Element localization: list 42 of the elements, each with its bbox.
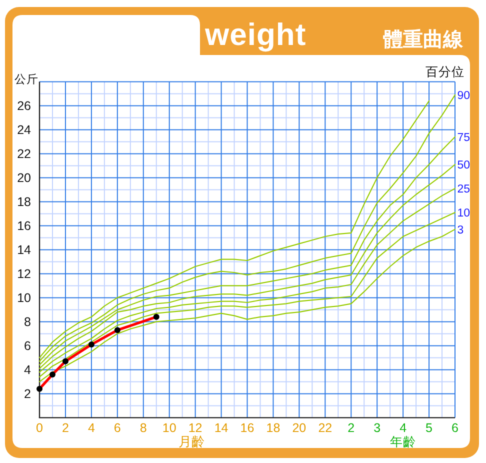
ylabel: 公斤 bbox=[14, 74, 38, 86]
y-tick: 18 bbox=[17, 195, 31, 210]
x-tick: 4 bbox=[88, 421, 95, 435]
x-tick: 4 bbox=[400, 421, 407, 435]
subtitle: 體重曲線 bbox=[383, 29, 463, 51]
x-tick: 6 bbox=[114, 421, 121, 435]
x-tick: 0 bbox=[36, 421, 43, 435]
y-tick: 16 bbox=[17, 219, 31, 234]
y-tick: 4 bbox=[24, 363, 31, 378]
x-tick: 3 bbox=[374, 421, 381, 435]
xlabel: 月齡 bbox=[178, 434, 204, 449]
x-tick: 16 bbox=[240, 421, 254, 435]
series-label: 50 bbox=[457, 160, 470, 172]
x-tick: 2 bbox=[62, 421, 69, 435]
y-tick: 10 bbox=[17, 291, 31, 306]
y-tick: 20 bbox=[17, 171, 31, 186]
series-label: 25 bbox=[457, 184, 470, 196]
title: weight bbox=[205, 17, 306, 52]
x-tick: 20 bbox=[292, 421, 306, 435]
x-tick: 18 bbox=[266, 421, 280, 435]
y-tick: 22 bbox=[17, 147, 31, 162]
series-label: 3 bbox=[457, 224, 464, 236]
y-tick: 26 bbox=[17, 99, 31, 114]
y-tick: 24 bbox=[17, 123, 31, 138]
x-tick: 10 bbox=[162, 421, 176, 435]
x-tick: 22 bbox=[318, 421, 332, 435]
annotation: 百分位 bbox=[426, 65, 464, 79]
y-tick: 14 bbox=[17, 243, 31, 258]
annotation: 年齡 bbox=[390, 435, 416, 449]
y-tick: 8 bbox=[24, 315, 31, 330]
x-tick: 2 bbox=[348, 421, 355, 435]
x-tick: 14 bbox=[214, 421, 228, 435]
series-label: 90 bbox=[457, 90, 470, 102]
x-tick: 12 bbox=[188, 421, 202, 435]
x-tick: 5 bbox=[426, 421, 432, 435]
series-label: 10 bbox=[457, 208, 470, 220]
y-tick: 6 bbox=[24, 339, 31, 354]
series-label: 75 bbox=[457, 132, 470, 144]
y-tick: 2 bbox=[24, 387, 31, 402]
x-tick: 8 bbox=[140, 421, 147, 435]
x-tick: 6 bbox=[452, 421, 458, 435]
y-tick: 12 bbox=[17, 267, 31, 282]
